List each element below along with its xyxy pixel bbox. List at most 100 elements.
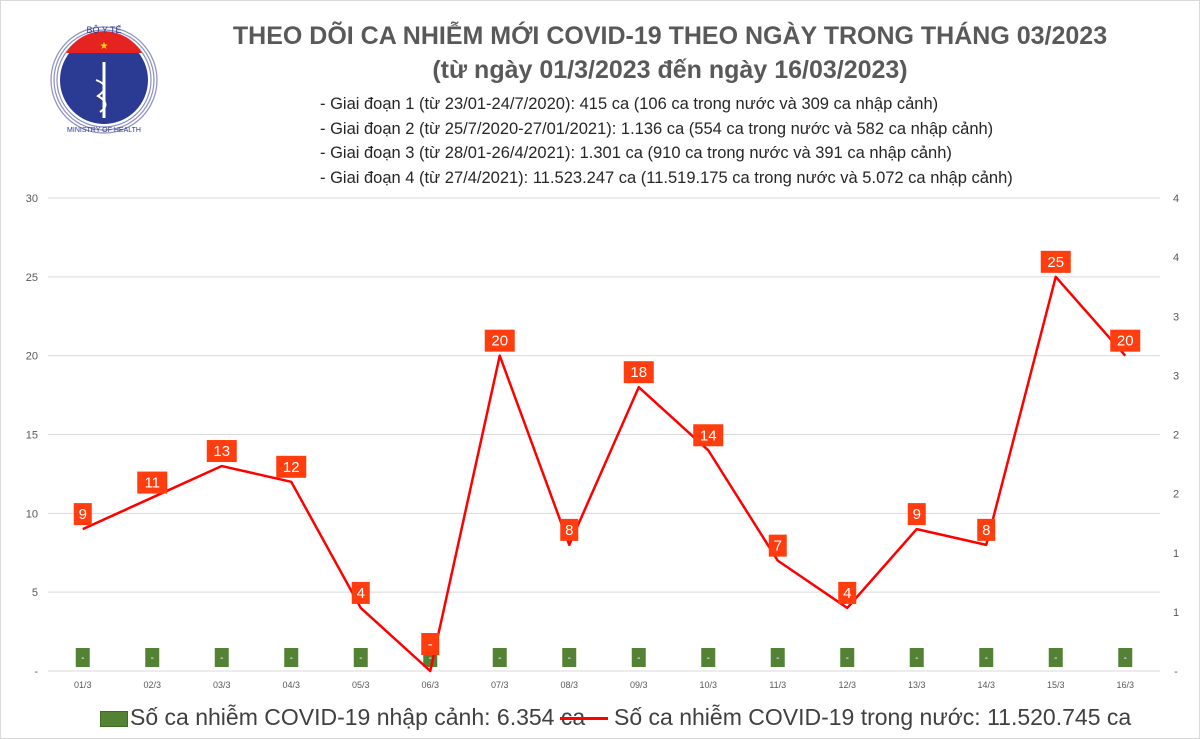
bar-data-label: - xyxy=(429,653,432,664)
bar-label-box xyxy=(909,648,924,667)
x-tick-label: 04/3 xyxy=(282,680,300,690)
x-tick-label: 11/3 xyxy=(769,680,786,690)
data-label: 13 xyxy=(213,443,230,460)
note-line: - Giai đoạn 3 (từ 28/01-26/4/2021): 1.30… xyxy=(320,144,952,162)
bar-label-box xyxy=(1048,648,1063,667)
data-label: 8 xyxy=(982,522,990,539)
bar-data-label: - xyxy=(359,653,362,664)
data-label-box xyxy=(1110,329,1141,352)
left-tick-label: 30 xyxy=(26,193,38,205)
bar-label-box xyxy=(840,648,855,667)
bar-label-box xyxy=(1118,648,1133,667)
bar-data-label: - xyxy=(568,653,571,664)
legend-item-domestic: Số ca nhiễm COVID-19 trong nước: 11.520.… xyxy=(560,704,1131,731)
data-label-box xyxy=(693,424,724,447)
svg-text:BỘ Y TẾ: BỘ Y TẾ xyxy=(86,25,121,35)
right-tick-label: 3 xyxy=(1173,311,1179,323)
data-label-box xyxy=(276,455,307,478)
bar-data-label: - xyxy=(81,653,84,664)
left-tick-label: 25 xyxy=(26,272,38,284)
data-label-box xyxy=(421,633,440,655)
x-tick-label: 01/3 xyxy=(74,680,92,690)
x-tick-label: 03/3 xyxy=(213,680,231,690)
bar-label-box xyxy=(284,648,299,667)
left-tick-label: 15 xyxy=(26,430,38,442)
bar-label-box xyxy=(770,648,785,667)
data-label: 7 xyxy=(774,538,782,555)
bar-data-label: - xyxy=(915,653,918,664)
bar-data-label: - xyxy=(290,653,293,664)
left-tick-label: 10 xyxy=(26,508,38,520)
line-series-domestic xyxy=(82,275,1127,673)
legend-label: Số ca nhiễm COVID-19 nhập cảnh: 6.354 ca xyxy=(130,704,586,730)
right-tick-label: 1 xyxy=(1173,607,1179,619)
data-label-box xyxy=(484,329,515,352)
data-label: 18 xyxy=(630,364,647,381)
data-label-box xyxy=(768,534,787,557)
legend-swatch-red xyxy=(560,717,608,721)
left-tick-label: 5 xyxy=(32,587,38,599)
bar-label-box xyxy=(353,648,368,667)
data-label-box xyxy=(623,361,654,384)
chart-subtitle: (từ ngày 01/3/2023 đến ngày 16/03/2023) xyxy=(432,56,908,84)
bar-data-label: - xyxy=(846,653,849,664)
legend-swatch-green xyxy=(100,710,128,727)
bar-data-label: - xyxy=(985,653,988,664)
data-label: 20 xyxy=(491,333,508,350)
bar-label-box xyxy=(562,648,577,667)
data-label: 11 xyxy=(144,475,160,492)
data-label: 8 xyxy=(565,522,573,539)
x-tick-label: 13/3 xyxy=(908,680,926,690)
bar-label-box xyxy=(701,648,716,667)
right-tick-label: 2 xyxy=(1173,430,1179,442)
note-line: - Giai đoạn 2 (từ 25/7/2020-27/01/2021):… xyxy=(320,119,994,138)
note-line: - Giai đoạn 1 (từ 23/01-24/7/2020): 415 … xyxy=(320,95,939,113)
bar-data-label: - xyxy=(1124,653,1127,664)
bar-label-box xyxy=(631,648,646,667)
x-tick-label: 10/3 xyxy=(699,680,717,690)
left-tick-label: - xyxy=(34,666,38,678)
bar-data-label: - xyxy=(151,653,154,664)
data-label: 9 xyxy=(913,506,921,523)
left-tick-label: 20 xyxy=(26,351,38,363)
data-label-box xyxy=(1040,250,1071,273)
x-tick-label: 07/3 xyxy=(491,680,509,690)
data-label: 25 xyxy=(1047,254,1064,271)
data-label: 14 xyxy=(700,427,717,444)
note-line: - Giai đoạn 4 (từ 27/4/2021): 11.523.247… xyxy=(320,168,1013,187)
logo: ★ BỘ Y TẾ MINISTRY OF HEALTH xyxy=(50,25,158,134)
x-tick-label: 08/3 xyxy=(560,680,578,690)
bar-data-label: - xyxy=(776,653,779,664)
data-label-box xyxy=(137,471,168,494)
x-tick-label: 12/3 xyxy=(838,680,856,690)
x-tick-label: 05/3 xyxy=(352,680,370,690)
data-label-box xyxy=(977,518,996,541)
right-tick-label: - xyxy=(1174,666,1178,678)
data-label-box xyxy=(206,440,237,463)
right-tick-label: 2 xyxy=(1173,489,1179,501)
right-tick-label: 4 xyxy=(1173,193,1179,205)
chart-title: THEO DÕI CA NHIỄM MỚI COVID-19 THEO NGÀY… xyxy=(232,22,1108,50)
legend-label: Số ca nhiễm COVID-19 trong nước: 11.520.… xyxy=(614,704,1132,730)
x-tick-label: 16/3 xyxy=(1116,680,1134,690)
data-label-box xyxy=(560,518,579,541)
x-tick-label: 15/3 xyxy=(1047,680,1065,690)
right-tick-label: 3 xyxy=(1173,370,1179,382)
x-tick-label: 02/3 xyxy=(143,680,161,690)
data-label: - xyxy=(428,636,433,653)
svg-text:MINISTRY OF HEALTH: MINISTRY OF HEALTH xyxy=(67,127,141,134)
data-label-box xyxy=(73,503,92,526)
svg-text:★: ★ xyxy=(100,41,109,52)
bar-label-box xyxy=(979,648,994,667)
bar-data-label: - xyxy=(220,653,223,664)
data-label-box xyxy=(351,581,370,604)
data-label: 4 xyxy=(843,585,851,602)
data-label: 12 xyxy=(283,459,300,476)
bar-data-label: - xyxy=(707,653,710,664)
data-label-box xyxy=(907,503,926,526)
bar-label-box xyxy=(492,648,507,667)
notes: - Giai đoạn 1 (từ 23/01-24/7/2020): 415 … xyxy=(320,92,1013,190)
data-label-box xyxy=(838,581,857,604)
right-tick-label: 1 xyxy=(1173,548,1179,560)
